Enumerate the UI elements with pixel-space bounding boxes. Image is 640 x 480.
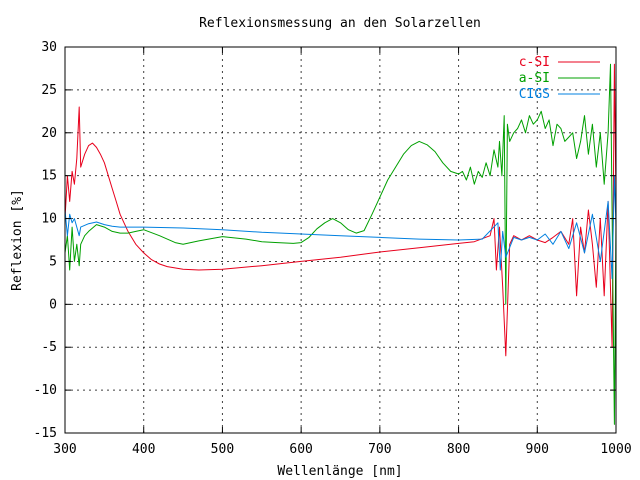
- grid: [65, 47, 616, 433]
- x-tick-label: 800: [447, 442, 470, 457]
- y-tick-label: 20: [41, 126, 57, 141]
- x-tick-label: 900: [526, 442, 549, 457]
- y-tick-label: 10: [41, 212, 57, 227]
- x-tick-label: 500: [211, 442, 234, 457]
- series-layer: [64, 63, 617, 425]
- series-line-c-si: [64, 63, 617, 357]
- legend-label-cigs: CIGS: [519, 87, 550, 102]
- y-tick-label: 0: [49, 297, 57, 312]
- y-tick-label: 25: [41, 83, 57, 98]
- x-tick-label: 600: [289, 442, 312, 457]
- x-tick-label: 400: [132, 442, 155, 457]
- series-line-cigs: [64, 175, 617, 280]
- plot-frame: [64, 46, 617, 434]
- axis-ticks: 300 400 500 600 700 800 900 1000 -15 -10 -5 0 5 10 15 2…: [34, 40, 632, 457]
- legend-label-c-si: c-SI: [519, 55, 550, 70]
- x-tick-label: 700: [368, 442, 391, 457]
- chart-title: Reflexionsmessung an den Solarzellen: [199, 16, 481, 31]
- y-tick-label: -15: [34, 426, 57, 441]
- y-tick-label: 30: [41, 40, 57, 55]
- x-tick-label: 300: [53, 442, 76, 457]
- y-axis-label: Reflexion [%]: [10, 189, 25, 291]
- y-tick-label: 15: [41, 169, 57, 184]
- y-tick-label: 5: [49, 254, 57, 269]
- y-tick-label: -10: [34, 383, 57, 398]
- x-axis-label: Wellenlänge [nm]: [277, 464, 402, 479]
- legend-label-a-si: a-SI: [519, 71, 550, 86]
- x-tick-label: 1000: [600, 442, 631, 457]
- y-tick-label: -5: [41, 340, 57, 355]
- series-line-a-si: [64, 63, 617, 425]
